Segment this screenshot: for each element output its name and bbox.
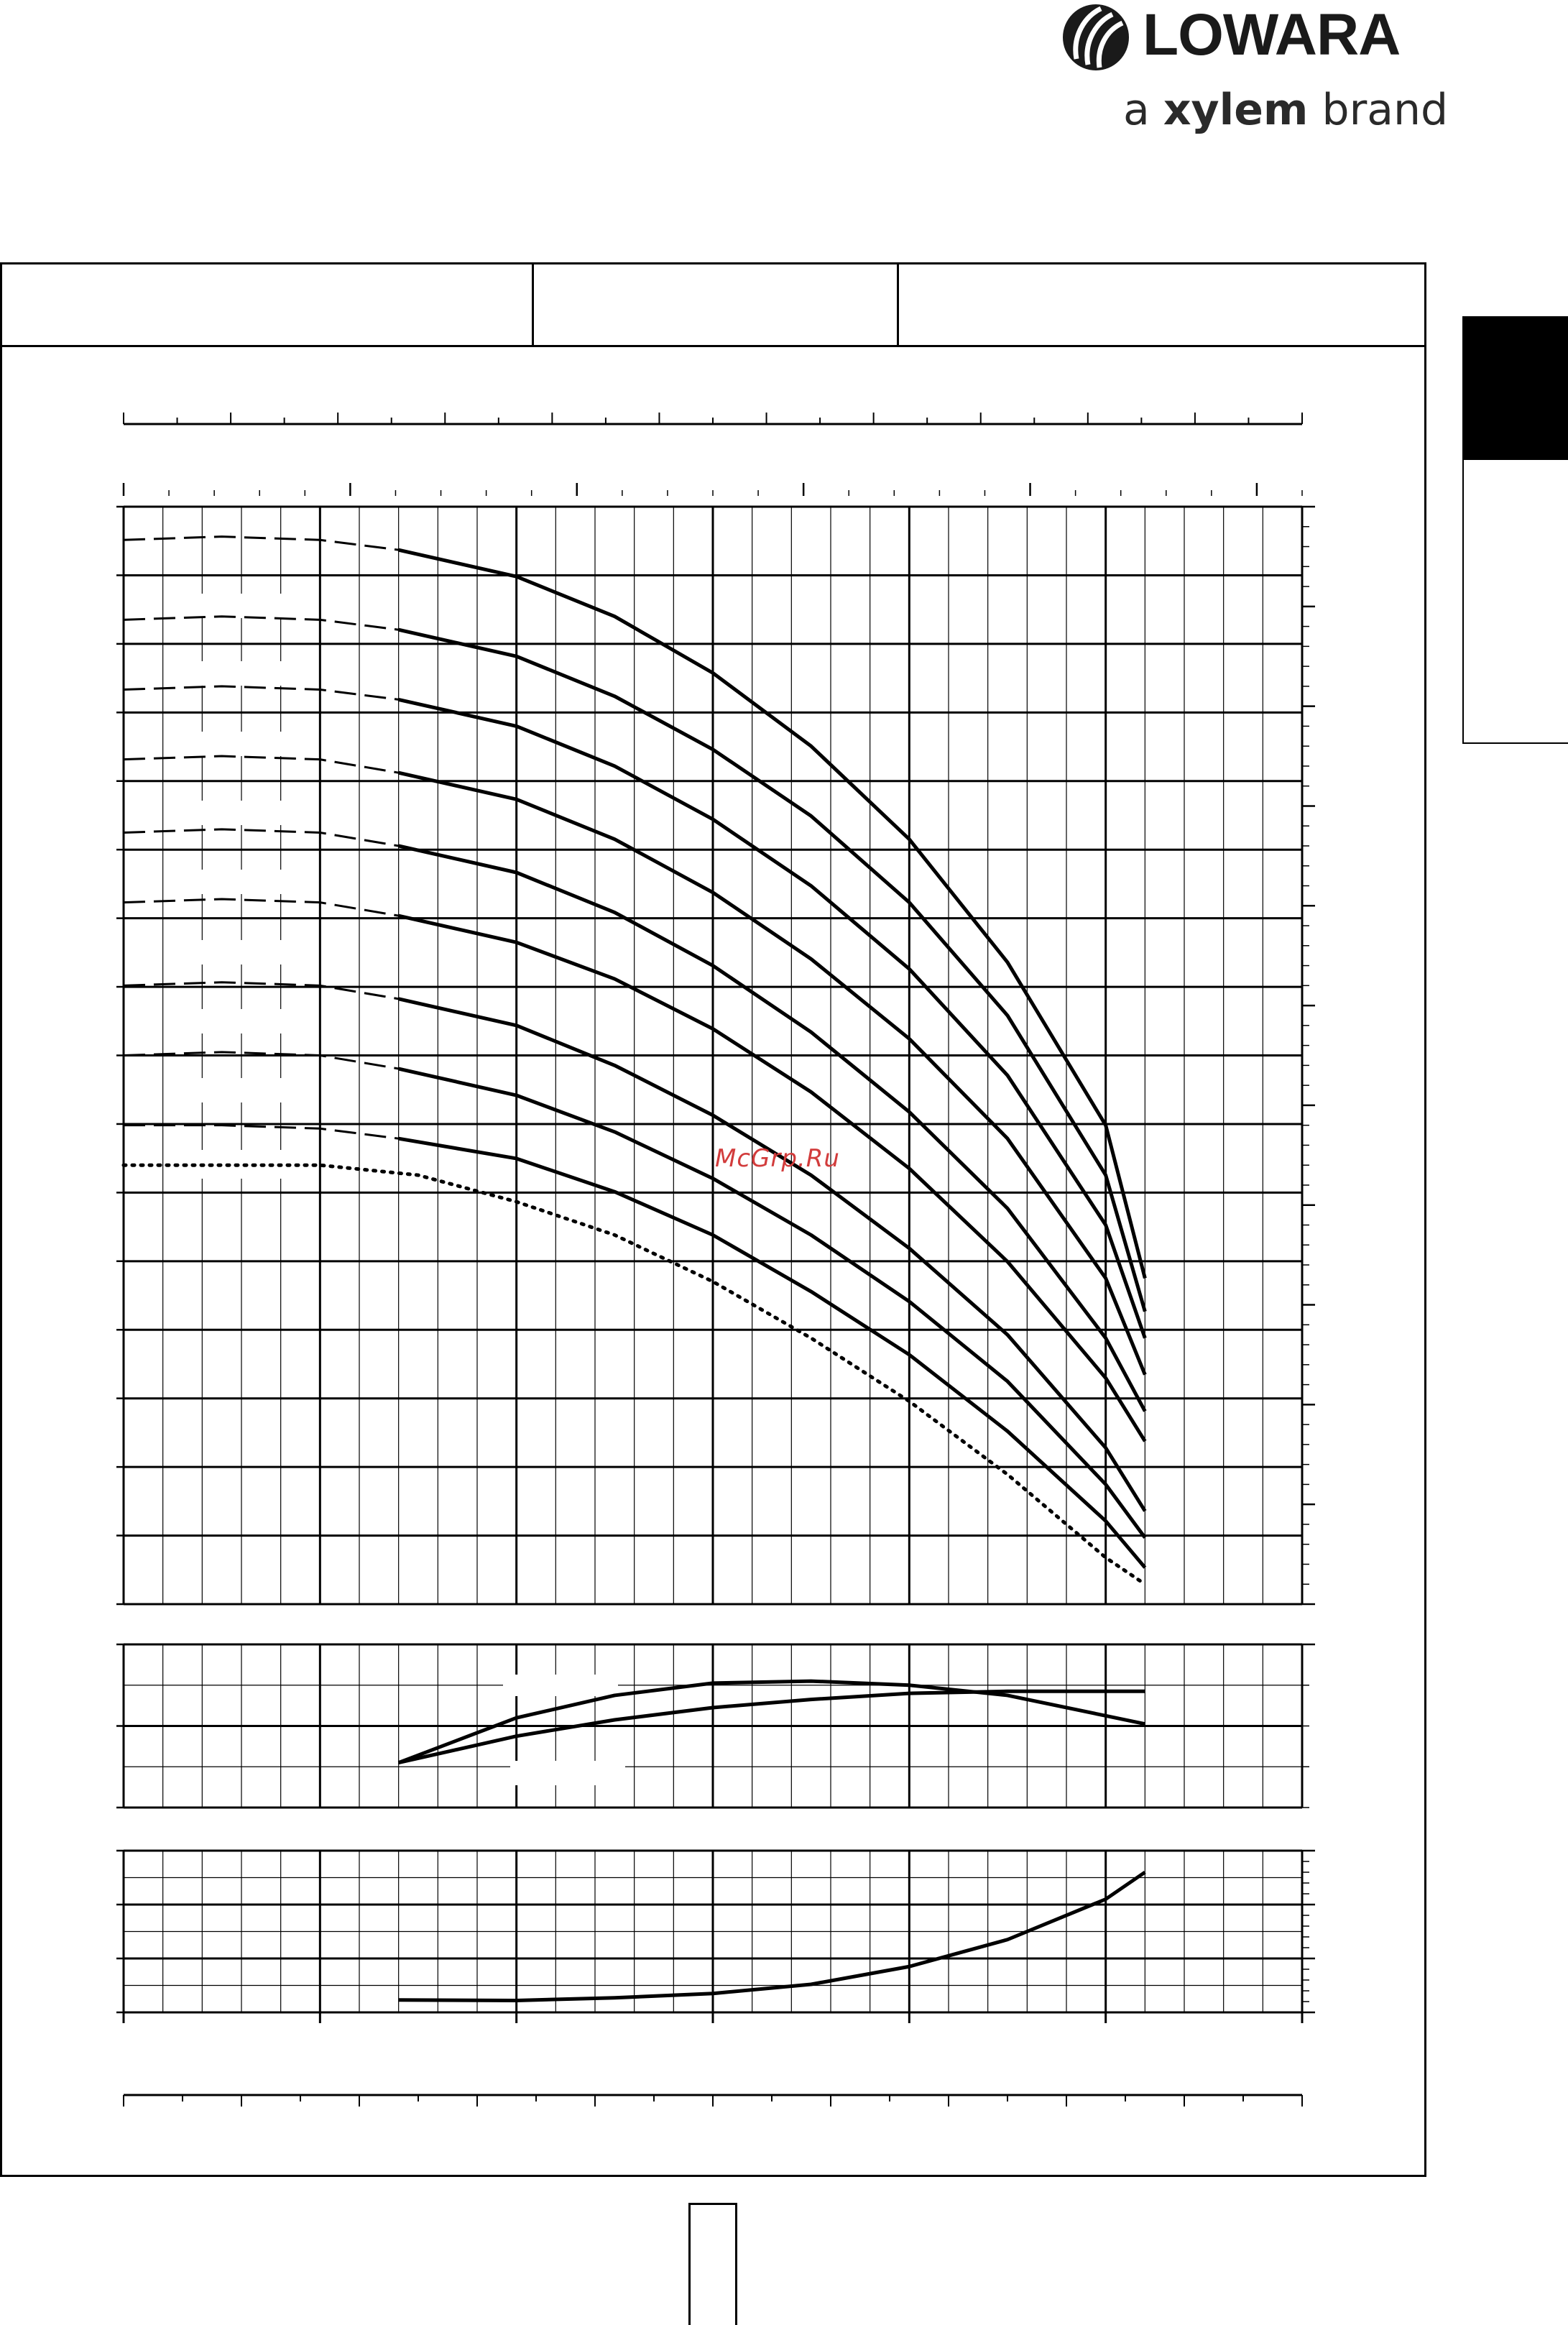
label-mask [171,801,315,825]
head-series-4 [398,913,1147,1442]
label-mask [171,870,315,894]
label-mask [503,1675,618,1696]
label-mask [510,1761,625,1785]
chart-frame [0,262,1426,2177]
label-mask [171,732,315,756]
efficiency-series-1 [398,1689,1145,1765]
label-mask [171,940,315,964]
section-tab-marker [1464,318,1568,460]
head-series-8-dashed [123,615,399,631]
head-series-2 [398,1067,1147,1539]
watermark-text: McGrp.Ru [715,1144,840,1173]
lowara-swirl-icon [1063,4,1129,70]
brand-logo: LOWARA a xylem brand [1049,0,1452,151]
head-series-6-dashed [123,755,399,774]
head-series-8 [398,627,1147,1312]
head-series-7 [398,697,1147,1339]
head-panel-grid [116,505,1315,1606]
head-series-9 [398,548,1147,1279]
npsh-series-0 [398,1870,1146,2002]
page-number-box [688,2203,737,2325]
head-series-4-dashed [123,898,399,917]
head-series-5-dashed [123,828,399,847]
label-mask [171,594,315,618]
head-series-2-dashed [123,1051,399,1070]
head-series-3 [398,997,1147,1512]
head-series-7-dashed [123,685,399,701]
head-series-1-dashed [124,1124,399,1140]
head-series-5 [398,844,1147,1412]
label-mask [171,1009,315,1033]
brand-tagline: a xylem brand [1123,85,1449,135]
head-series-1 [398,1136,1147,1569]
head-series-3-dashed [123,981,399,1000]
curves-layer [121,535,1147,2002]
label-mask [171,1078,315,1102]
npsh-panel-grid [116,1849,1315,2014]
head-series-6 [398,770,1147,1376]
label-mask [171,661,315,686]
head-series-9-dashed [123,535,399,551]
efficiency-panel-grid [116,1643,1315,1809]
head-series-0 [121,1163,1147,1586]
section-tab [1462,316,1568,744]
flow-scales [122,413,1304,2107]
logo-wordmark: LOWARA [1143,2,1401,68]
efficiency-series-0 [397,1679,1145,1764]
